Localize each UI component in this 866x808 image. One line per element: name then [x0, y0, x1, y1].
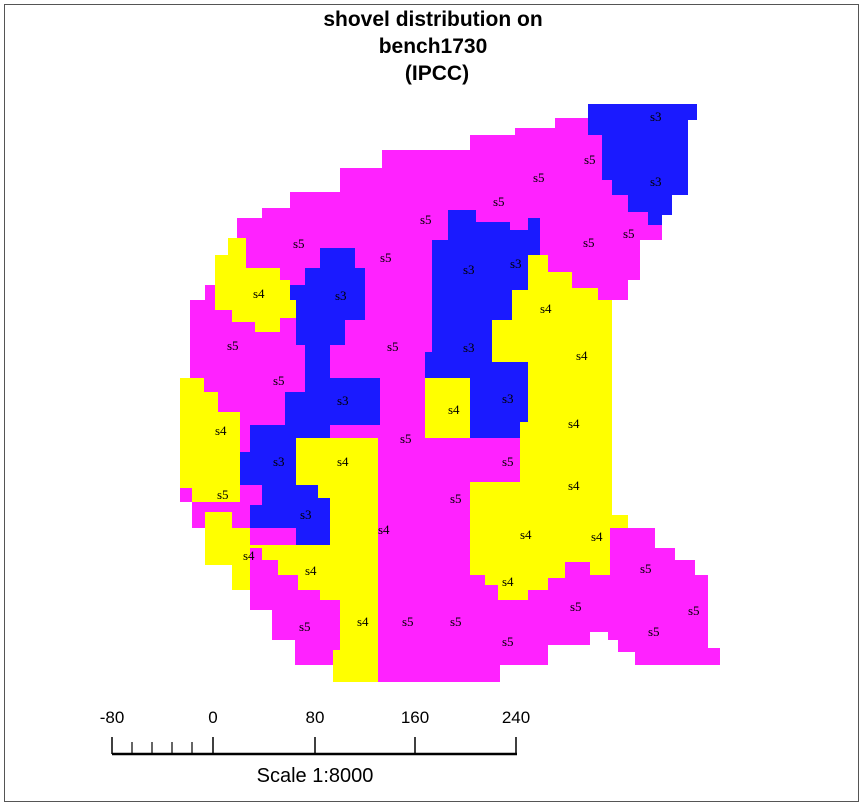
- zone-label: s4: [357, 614, 369, 629]
- zone-label: s3: [650, 174, 662, 189]
- scale-tick-label: 80: [306, 708, 325, 727]
- zone-label: s4: [502, 574, 514, 589]
- zone-label: s5: [493, 194, 505, 209]
- zone-label: s5: [420, 212, 432, 227]
- zone-label: s4: [568, 416, 580, 431]
- zone-label: s3: [463, 340, 475, 355]
- zone-label: s5: [380, 250, 392, 265]
- scale-tick-label: 240: [502, 708, 530, 727]
- s4-zones: [180, 238, 628, 682]
- scale-caption: Scale 1:8000: [257, 765, 374, 787]
- zone-labels: s3 s3 s5 s5 s5 s5 s5 s5 s5 s5 s3 s3 s4 s…: [215, 109, 700, 649]
- zone-label: s5: [400, 431, 412, 446]
- zone-label: s4: [591, 529, 603, 544]
- zone-label: s3: [273, 454, 285, 469]
- map-title: shovel distribution on bench1730 (IPCC): [0, 6, 866, 87]
- zone-label: s5: [640, 561, 652, 576]
- zone-label: s5: [623, 226, 635, 241]
- zone-label: s5: [299, 619, 311, 634]
- zone-s3-north-west: [290, 248, 365, 380]
- zone-label: s5: [502, 634, 514, 649]
- zone-label: s5: [584, 152, 596, 167]
- zone-s3-north-center: [425, 210, 540, 438]
- title-line-1: shovel distribution on: [323, 8, 543, 31]
- zone-label: s5: [570, 599, 582, 614]
- zone-label: s5: [402, 614, 414, 629]
- zone-label: s4: [243, 548, 255, 563]
- zone-label: s5: [450, 491, 462, 506]
- zone-s4-nw: [215, 238, 296, 332]
- zone-s4-center: [425, 378, 470, 438]
- zone-label: s3: [300, 507, 312, 522]
- title-line-2: bench1730: [378, 35, 488, 58]
- zone-label: s4: [378, 522, 390, 537]
- zone-label: s3: [335, 288, 347, 303]
- zone-label: s3: [337, 393, 349, 408]
- zone-label: s4: [215, 423, 227, 438]
- zone-label: s5: [450, 614, 462, 629]
- scale-bar: -80 0 80 160 240 Scale 1:8000: [100, 708, 530, 787]
- s3-zones: [240, 104, 697, 545]
- zone-label: s4: [540, 301, 552, 316]
- zone-label: s5: [217, 487, 229, 502]
- zone-label: s3: [510, 256, 522, 271]
- zone-s3-southwest: [240, 425, 330, 545]
- zone-label: s4: [337, 454, 349, 469]
- zone-s4-east: [470, 255, 628, 600]
- zone-s3-northeast: [588, 104, 697, 225]
- zone-label: s5: [583, 235, 595, 250]
- zone-label: s3: [650, 109, 662, 124]
- zone-label: s4: [520, 527, 532, 542]
- zone-s4-west: [180, 378, 240, 502]
- zone-label: s5: [648, 624, 660, 639]
- zone-label: s5: [688, 603, 700, 618]
- zone-label: s4: [253, 286, 265, 301]
- zone-label: s4: [568, 478, 580, 493]
- zone-label: s5: [533, 170, 545, 185]
- zone-label: s5: [293, 236, 305, 251]
- scale-tick-label: 0: [208, 708, 217, 727]
- zone-s4-southwest: [205, 425, 378, 682]
- title-line-3: (IPCC): [404, 62, 470, 85]
- zone-label: s5: [502, 454, 514, 469]
- zone-label: s5: [387, 339, 399, 354]
- zone-label: s5: [227, 338, 239, 353]
- zone-label: s5: [273, 373, 285, 388]
- scale-tick-label: 160: [401, 708, 429, 727]
- zone-label: s3: [502, 391, 514, 406]
- zone-s3-west-center: [285, 378, 380, 438]
- zone-label: s3: [463, 262, 475, 277]
- scale-tick-label: -80: [100, 708, 125, 727]
- zone-label: s4: [576, 348, 588, 363]
- zone-label: s4: [448, 402, 460, 417]
- zone-label: s4: [305, 563, 317, 578]
